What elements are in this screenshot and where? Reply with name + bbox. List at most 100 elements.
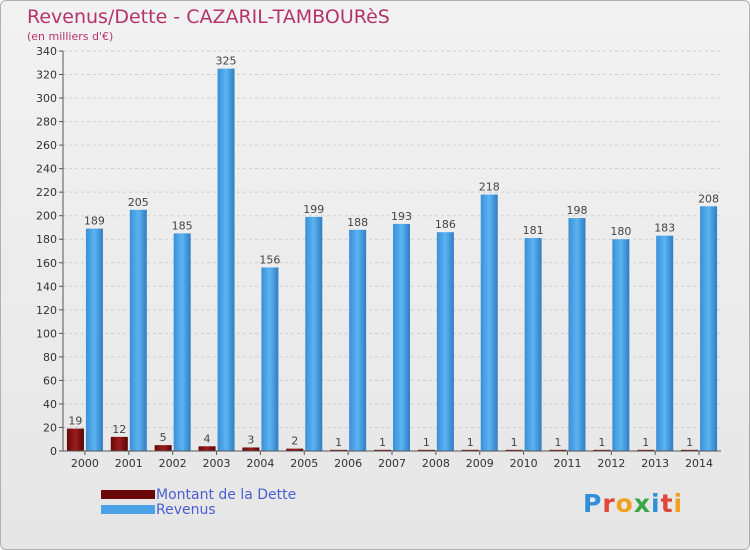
data-label-revenus: 188 [347,216,368,229]
y-tick-label: 100 [36,327,57,340]
bar-dette [461,449,479,451]
y-tick-label: 60 [43,374,57,387]
y-tick-label: 0 [50,445,57,458]
y-tick-label: 320 [36,69,57,82]
data-label-revenus: 156 [259,253,280,266]
legend-swatch-dette [101,490,155,499]
data-label-dette: 1 [598,436,605,449]
data-label-dette: 19 [68,415,82,428]
y-tick-label: 280 [36,116,57,129]
bar-dette [66,428,84,451]
y-tick-label: 120 [36,304,57,317]
data-label-revenus: 325 [216,55,237,68]
bar-dette [417,449,435,451]
chart-title: Revenus/Dette - CAZARIL-TAMBOURèS [27,6,390,28]
data-label-revenus: 205 [128,196,149,209]
x-tick-label: 2012 [597,457,625,470]
data-label-dette: 2 [291,435,298,448]
bar-revenus [217,68,235,451]
legend-swatch-revenus [101,505,155,514]
chart-subtitle: (en milliers d'€) [27,30,114,43]
data-label-dette: 1 [423,436,430,449]
y-tick-label: 180 [36,233,57,246]
bar-dette [198,446,216,451]
data-label-revenus: 198 [566,204,587,217]
x-tick-label: 2014 [685,457,713,470]
bar-revenus [85,228,103,451]
data-label-revenus: 185 [172,219,193,232]
data-label-dette: 1 [686,436,693,449]
x-tick-label: 2006 [334,457,362,470]
data-label-revenus: 193 [391,210,412,223]
y-tick-label: 20 [43,421,57,434]
bar-dette [681,449,699,451]
data-label-revenus: 208 [698,192,719,205]
data-label-revenus: 181 [523,224,544,237]
x-tick-label: 2013 [641,457,669,470]
x-tick-label: 2005 [290,457,318,470]
x-tick-label: 2009 [466,457,494,470]
bar-dette [154,445,172,451]
bar-revenus [612,239,630,451]
x-tick-label: 2003 [203,457,231,470]
x-tick-label: 2001 [115,457,143,470]
bar-dette [242,447,260,451]
data-label-dette: 12 [112,423,126,436]
bar-revenus [480,194,498,451]
bar-revenus [568,218,586,451]
x-tick-label: 2007 [378,457,406,470]
legend-label-revenus: Revenus [156,502,216,518]
bar-revenus [700,206,718,451]
logo-letter: t [660,489,674,518]
data-label-dette: 1 [554,436,561,449]
y-tick-label: 300 [36,92,57,105]
bar-revenus [349,229,367,451]
x-tick-label: 2000 [71,457,99,470]
data-label-dette: 5 [160,431,167,444]
y-tick-label: 220 [36,186,57,199]
logo-letter: r [602,489,616,518]
data-label-dette: 4 [204,432,211,445]
bar-dette [374,449,391,451]
x-tick-label: 2010 [510,457,538,470]
bar-revenus [305,216,323,451]
data-label-revenus: 180 [610,225,631,238]
data-label-revenus: 183 [654,222,675,235]
y-tick-label: 40 [43,398,57,411]
legend-label-dette: Montant de la Dette [156,487,297,503]
y-tick-label: 200 [36,210,57,223]
logo-letter: x [633,489,651,518]
data-label-revenus: 218 [479,181,500,194]
logo-letter: i [651,489,661,518]
bar-revenus [173,233,191,451]
data-label-dette: 1 [642,436,649,449]
x-tick-label: 2011 [553,457,581,470]
data-label-dette: 3 [247,433,254,446]
logo-letter: i [673,489,684,518]
bar-revenus [436,232,454,451]
bar-dette [637,449,655,451]
logo-letter: o [615,489,634,518]
data-label-revenus: 199 [303,203,324,216]
y-tick-label: 160 [36,257,57,270]
data-label-dette: 1 [335,436,342,449]
logo-letter: P [583,489,603,518]
bar-dette [593,449,611,451]
y-tick-label: 80 [43,351,57,364]
x-tick-label: 2002 [159,457,187,470]
x-tick-label: 2004 [246,457,274,470]
bar-dette [330,449,348,451]
y-tick-label: 260 [36,139,57,152]
bar-dette [110,436,128,451]
bar-dette [286,448,304,451]
data-label-dette: 1 [379,436,386,449]
bar-revenus [261,267,279,451]
x-tick-label: 2008 [422,457,450,470]
data-label-dette: 1 [511,436,518,449]
y-tick-label: 140 [36,280,57,293]
data-label-revenus: 189 [84,215,105,228]
y-tick-label: 240 [36,163,57,176]
data-label-dette: 1 [467,436,474,449]
bar-revenus [524,238,542,451]
